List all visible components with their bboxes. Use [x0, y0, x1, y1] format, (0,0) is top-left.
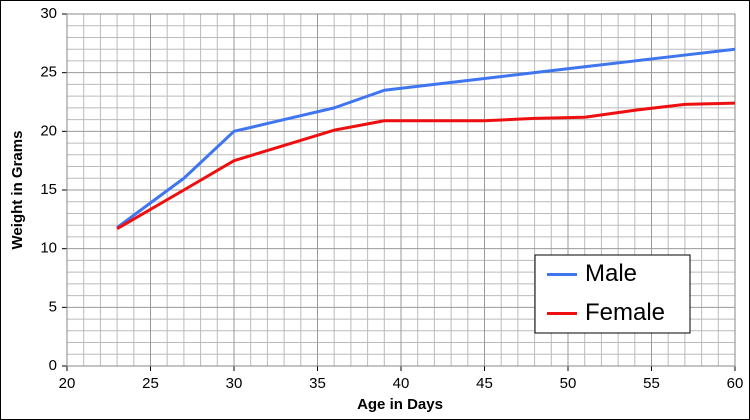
y-tick-label: 20 — [40, 122, 57, 139]
line-series — [116, 47, 736, 229]
x-tick-label: 25 — [142, 375, 159, 392]
legend: Male Female — [534, 254, 691, 334]
y-tick-label: 5 — [49, 298, 57, 315]
x-tick-label: 40 — [393, 375, 410, 392]
x-axis-title: Age in Days — [357, 396, 443, 413]
y-axis-title: Weight in Grams — [9, 131, 26, 250]
y-tick-label: 30 — [40, 5, 57, 22]
y-tick-label: 0 — [49, 357, 57, 374]
x-tick-label: 35 — [309, 375, 326, 392]
x-tick-label: 30 — [226, 375, 243, 392]
line-series — [116, 101, 736, 231]
legend-label: Female — [585, 299, 665, 326]
x-tick-label: 20 — [59, 375, 76, 392]
x-tick-label: 55 — [643, 375, 660, 392]
plot-area — [66, 13, 736, 367]
y-tick-label: 10 — [40, 240, 57, 257]
y-tick-label: 25 — [40, 64, 57, 81]
y-tick-label: 15 — [40, 181, 57, 198]
legend-label: Male — [585, 260, 637, 287]
x-tick-label: 60 — [727, 375, 744, 392]
legend-box — [534, 254, 691, 334]
x-tick-label: 50 — [560, 375, 577, 392]
x-tick-label: 45 — [476, 375, 493, 392]
